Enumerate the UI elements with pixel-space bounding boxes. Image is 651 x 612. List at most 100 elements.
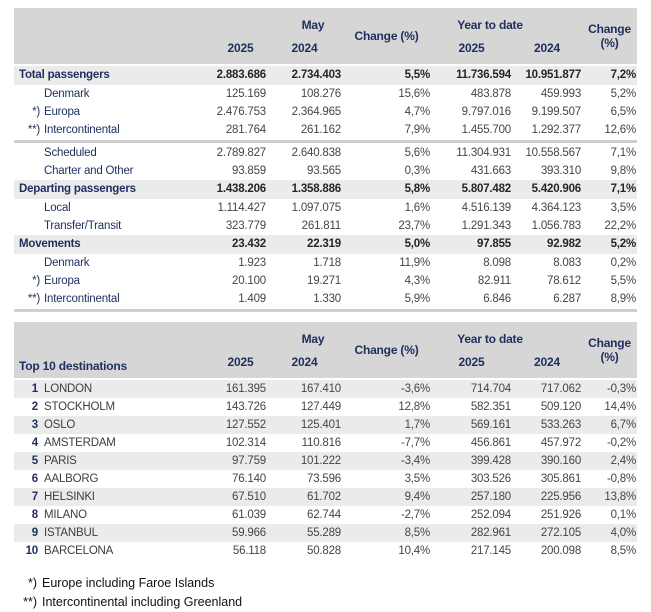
- footnote-marker: **): [27, 293, 40, 305]
- value-may-2025: 127.552: [194, 416, 267, 434]
- value-may-2024: 61.702: [267, 488, 342, 506]
- value-change-may: 23,7%: [398, 220, 430, 232]
- value-may-2024: 73.596: [307, 473, 341, 485]
- row-label: STOCKHOLM: [44, 401, 115, 413]
- value-change-ytd: 8,9%: [610, 293, 637, 305]
- row-label-cell: 3 OSLO: [14, 416, 194, 434]
- ytd-2025-header: 2025: [431, 346, 512, 379]
- value-ytd-2024: 200.098: [540, 545, 582, 557]
- value-may-2025: 1.438.206: [194, 180, 267, 199]
- value-ytd-2024: 509.120: [540, 401, 582, 413]
- value-ytd-2025: 399.428: [431, 452, 512, 470]
- footnote-prefix: **): [23, 595, 37, 609]
- value-change-may: 12,8%: [398, 401, 430, 413]
- value-change-ytd: 12,6%: [604, 124, 637, 136]
- value-may-2025: 1.409: [238, 293, 266, 305]
- value-change-ytd: 9,8%: [610, 165, 637, 177]
- value-ytd-2025: 4.516.139: [461, 202, 512, 214]
- value-ytd-2025: 82.911: [477, 275, 511, 287]
- value-ytd-2025: 5.807.482: [431, 180, 512, 199]
- value-ytd-2024: 390.160: [512, 452, 583, 470]
- value-change-ytd: 8,5%: [610, 545, 637, 557]
- value-ytd-2025: 8.098: [483, 257, 511, 269]
- value-change-ytd: 7,1%: [582, 180, 638, 199]
- row-label: Intercontinental: [44, 124, 120, 136]
- table-row: 3 OSLO 127.552 125.401 1,7% 569.161 533.263 6,7…: [14, 416, 638, 434]
- table-row: Transfer/Transit 323.779 261.811 23,7% 1.291…: [14, 217, 637, 235]
- change-ytd-header: Change (%): [582, 8, 638, 65]
- value-may-2024: 101.222: [267, 452, 342, 470]
- value-change-may: 1,6%: [404, 202, 431, 214]
- row-label-cell: Local: [14, 199, 194, 217]
- value-ytd-2025: 569.161: [431, 416, 512, 434]
- row-label: ISTANBUL: [44, 527, 98, 539]
- value-ytd-2025: 11.736.594: [431, 65, 512, 85]
- value-ytd-2025: 1.455.700: [461, 124, 512, 136]
- value-ytd-2025: 431.663: [470, 165, 511, 177]
- footnote-text: Intercontinental including Greenland: [42, 595, 243, 609]
- value-ytd-2025: 257.180: [431, 488, 512, 506]
- row-label: Denmark: [44, 88, 90, 100]
- value-may-2025: 93.859: [232, 165, 266, 177]
- traffic-statistics-table: May Change (%) Year to date Change (%) 2…: [14, 8, 638, 312]
- table-row: 4 AMSTERDAM 102.314 110.816 -7,7% 456.861 457.…: [14, 434, 637, 452]
- row-label-cell: *) Europa: [14, 272, 194, 290]
- value-may-2025: 59.966: [194, 524, 267, 542]
- value-ytd-2024: 717.062: [512, 379, 583, 398]
- table-row: *) Europa 20.100 19.271 4,3% 82.911 78.612 5,5%: [14, 272, 637, 290]
- row-label-cell: 6 AALBORG: [14, 470, 194, 488]
- value-may-2024: 110.816: [301, 437, 342, 449]
- value-change-may: 5,9%: [404, 293, 431, 305]
- row-label: BARCELONA: [44, 545, 114, 557]
- value-may-2024: 167.410: [267, 379, 342, 398]
- table-row: *) Europa 2.476.753 2.364.965 4,7% 9.797.016 9…: [14, 103, 637, 121]
- value-ytd-2024: 251.926: [540, 509, 582, 521]
- change-may-header: Change (%): [342, 8, 431, 65]
- value-change-ytd: 6,7%: [582, 416, 638, 434]
- row-label: AMSTERDAM: [44, 437, 116, 449]
- value-change-may: 4,7%: [404, 106, 431, 118]
- value-change-ytd: -0,2%: [606, 437, 637, 449]
- value-ytd-2025: 1.291.343: [461, 220, 512, 232]
- value-change-may: 5,6%: [404, 147, 431, 159]
- value-may-2024: 261.162: [300, 124, 341, 136]
- value-ytd-2024: 457.972: [540, 437, 582, 449]
- row-label: Europa: [44, 106, 80, 118]
- footnote-europe: *) Europe including Faroe Islands: [14, 574, 637, 593]
- value-ytd-2024: 272.105: [512, 524, 583, 542]
- table-row: 6 AALBORG 76.140 73.596 3,5% 303.526 305.861 -0…: [14, 470, 637, 488]
- value-change-may: -3,6%: [342, 379, 431, 398]
- value-may-2025: 20.100: [232, 275, 266, 287]
- destinations-table-header: Top 10 destinations May Change (%) Year …: [14, 322, 638, 379]
- rank-number: 10: [25, 545, 39, 557]
- value-change-may: 15,6%: [398, 88, 430, 100]
- value-may-2025: 161.395: [194, 379, 267, 398]
- value-ytd-2024: 1.056.783: [531, 220, 582, 232]
- value-ytd-2025: 6.846: [483, 293, 511, 305]
- value-change-ytd: 7,1%: [610, 147, 637, 159]
- value-may-2025: 67.510: [194, 488, 267, 506]
- table-row: 5 PARIS 97.759 101.222 -3,4% 399.428 390.160 2,…: [14, 452, 638, 470]
- period-group-header: May: [194, 322, 342, 346]
- value-change-ytd: -0,3%: [582, 379, 638, 398]
- value-ytd-2024: 9.199.507: [531, 106, 582, 118]
- table-row: Denmark 1.923 1.718 11,9% 8.098 8.083 0,2%: [14, 254, 637, 272]
- table-row: [14, 308, 638, 312]
- row-label-cell: Transfer/Transit: [14, 217, 194, 235]
- rank-number: 7: [31, 491, 38, 503]
- row-label-cell: 7 HELSINKI: [14, 488, 194, 506]
- value-may-2024: 1.097.075: [291, 202, 342, 214]
- value-ytd-2025: 456.861: [470, 437, 511, 449]
- value-ytd-2025: 282.961: [431, 524, 512, 542]
- value-ytd-2024: 6.287: [553, 293, 582, 305]
- value-ytd-2024: 1.292.377: [531, 124, 582, 136]
- table-row: [14, 139, 638, 144]
- header-corner-cell: [14, 8, 194, 65]
- value-change-may: 3,5%: [404, 473, 431, 485]
- value-may-2025: 56.118: [232, 545, 266, 557]
- value-ytd-2025: 9.797.016: [461, 106, 512, 118]
- table-row: 2 STOCKHOLM 143.726 127.449 12,8% 582.351 509.…: [14, 398, 637, 416]
- value-may-2024: 1.358.886: [267, 180, 342, 199]
- value-change-may: 8,5%: [342, 524, 431, 542]
